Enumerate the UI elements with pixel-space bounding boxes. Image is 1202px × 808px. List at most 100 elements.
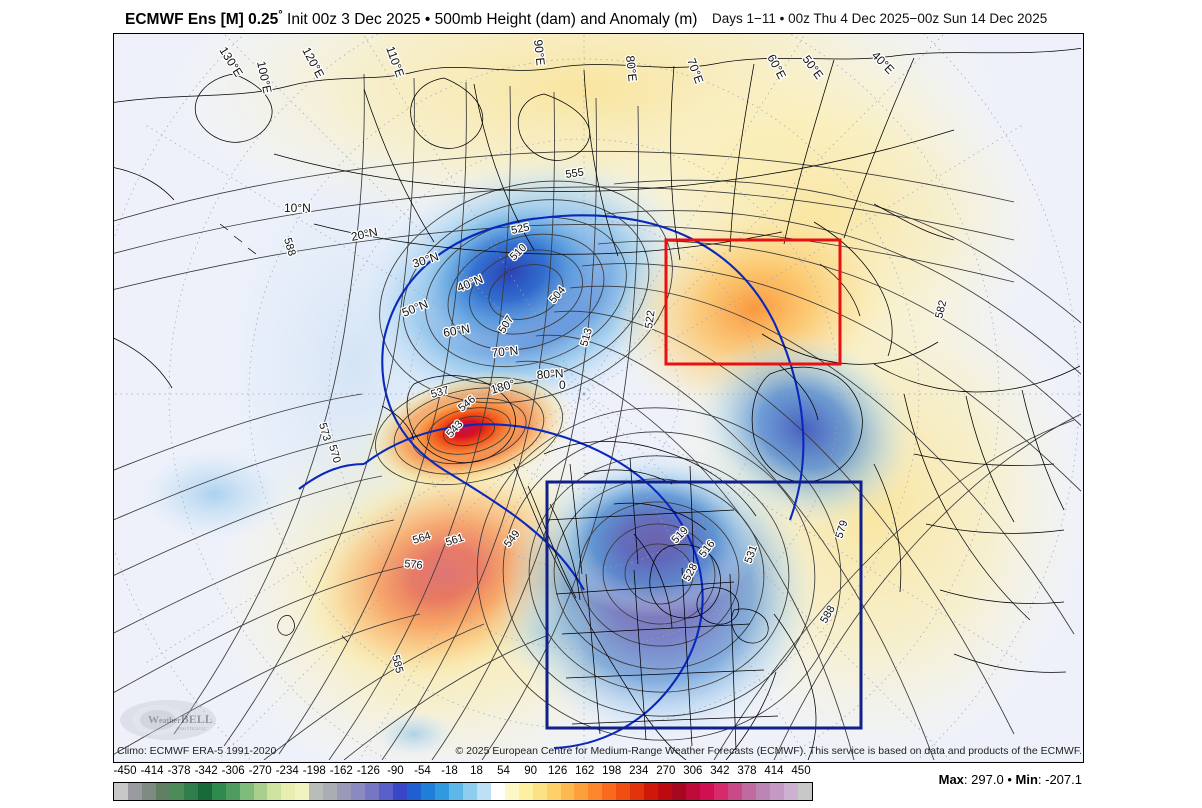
forecast-range: Days 1−11 • 00z Thu 4 Dec 2025−00z Sun 1… [712, 11, 1048, 26]
max-value: 297.0 [971, 772, 1004, 787]
colorbar-tick: -270 [248, 765, 272, 777]
colorbar-swatch [602, 783, 617, 800]
colorbar-gradient [113, 782, 813, 801]
colorbar-swatch [574, 783, 589, 800]
colorbar-swatch [407, 783, 421, 800]
colorbar-swatch [309, 783, 324, 800]
colorbar-tick: 162 [575, 765, 595, 777]
colorbar-swatch [183, 783, 198, 800]
colorbar-tick: -126 [356, 765, 380, 777]
colorbar-swatch [225, 783, 240, 800]
contour-label: 555 [565, 167, 585, 181]
colorbar-swatch [462, 783, 477, 800]
degree-symbol: ° [278, 9, 283, 21]
contour-label: 525 [510, 221, 530, 237]
colorbar-swatch [755, 783, 770, 800]
colorbar[interactable]: -450 -414 -378 -342 -306 -270 -234 -198 -162 -126… [113, 765, 813, 801]
colorbar-swatch [169, 783, 184, 800]
colorbar-swatch [630, 783, 645, 800]
colorbar-swatch [713, 783, 728, 800]
contour-label: 585 [389, 654, 405, 675]
colorbar-tick: 90 [524, 765, 537, 777]
latitude-label-group: 10°N20°N30°N40°N50°N60°N70°N80°N [283, 200, 566, 384]
colorbar-swatch [323, 783, 338, 800]
colorbar-tick: 378 [737, 765, 757, 777]
colorbar-swatch [434, 783, 449, 800]
colorbar-tick: -342 [194, 765, 218, 777]
colorbar-tick: 18 [470, 765, 483, 777]
logo-subtext: ANALYTICS LLC [176, 726, 207, 731]
colorbar-tick: 306 [683, 765, 703, 777]
model-name: ECMWF Ens [M] 0.25 [125, 11, 279, 29]
min-label: Min [1015, 772, 1038, 787]
colorbar-tick: 270 [656, 765, 676, 777]
colorbar-swatch [295, 783, 310, 800]
colorbar-swatch [393, 783, 408, 800]
colorbar-swatch [476, 783, 491, 800]
colorbar-swatch [127, 783, 142, 800]
field-name: 500mb Height (dam) and Anomaly (m) [434, 11, 698, 29]
colorbar-tick: -234 [275, 765, 299, 777]
colorbar-swatch [141, 783, 156, 800]
latitude-label: 60°N [442, 322, 471, 340]
colorbar-tick-labels: -450 -414 -378 -342 -306 -270 -234 -198 -162 -126… [113, 765, 813, 781]
latitude-label: 80°N [536, 366, 564, 382]
colorbar-swatch [379, 783, 394, 800]
colorbar-tick: 234 [629, 765, 649, 777]
logo-text-weather: WeatherBELL [148, 712, 213, 726]
colorbar-tick: -378 [167, 765, 191, 777]
colorbar-swatch [560, 783, 575, 800]
colorbar-tick: 198 [602, 765, 622, 777]
colorbar-swatch [281, 783, 296, 800]
latitude-label: 10°N [284, 201, 311, 215]
colorbar-swatch [490, 783, 505, 800]
colorbar-swatch [448, 783, 463, 800]
colorbar-tick: 450 [791, 765, 811, 777]
colorbar-swatch [741, 783, 756, 800]
colorbar-swatch [658, 783, 673, 800]
colorbar-tick: 126 [548, 765, 568, 777]
page-title: ECMWF Ens [M] 0.25° Init 00z 3 Dec 2025 … [125, 9, 697, 29]
colorbar-tick: -54 [414, 765, 431, 777]
chart-header: ECMWF Ens [M] 0.25° Init 00z 3 Dec 2025 … [0, 0, 1202, 34]
colorbar-swatch [588, 783, 603, 800]
colorbar-tick: -18 [441, 765, 458, 777]
colorbar-swatch [211, 783, 226, 800]
colorbar-tick: -414 [140, 765, 164, 777]
colorbar-swatch [114, 783, 128, 800]
contour-label: 576 [404, 558, 424, 572]
colorbar-swatch [644, 783, 659, 800]
colorbar-tick: 414 [764, 765, 784, 777]
europe-box[interactable] [664, 238, 842, 366]
colorbar-tick: -306 [221, 765, 245, 777]
colorbar-swatch [686, 783, 701, 800]
min-value: -207.1 [1045, 772, 1082, 787]
weatherbell-logo: WeatherBELL ANALYTICS LLC [120, 700, 216, 740]
map-panel[interactable]: 10°N 20°N 30°N 40°N 50°N 60°N 70°N 80°N 130°E 12… [113, 33, 1084, 763]
colorbar-swatch [616, 783, 631, 800]
colorbar-tick: -90 [387, 765, 404, 777]
colorbar-swatch [727, 783, 742, 800]
longitude-label: 90°E [531, 39, 548, 66]
max-label: Max [938, 772, 964, 787]
colorbar-swatch [504, 783, 519, 800]
colorbar-swatch [700, 783, 714, 800]
colorbar-swatch [783, 783, 798, 800]
contour-label: 582 [933, 299, 949, 320]
colorbar-tick: -162 [329, 765, 353, 777]
colorbar-swatch [546, 783, 561, 800]
colorbar-swatch [155, 783, 170, 800]
climatology-note: Climo: ECMWF ERA-5 1991-2020 [117, 745, 277, 757]
colorbar-swatch [267, 783, 282, 800]
colorbar-tick: -198 [302, 765, 326, 777]
latitude-label: 20°N [350, 225, 379, 244]
colorbar-tick: 54 [497, 765, 510, 777]
colorbar-swatch [672, 783, 687, 800]
longitude-label: 0 [559, 378, 566, 392]
colorbar-swatch [769, 783, 784, 800]
contour-label: 522 [643, 310, 657, 330]
colorbar-swatch [518, 783, 533, 800]
colorbar-swatch [253, 783, 268, 800]
colorbar-swatch [420, 783, 435, 800]
north-america-box[interactable] [545, 480, 863, 730]
